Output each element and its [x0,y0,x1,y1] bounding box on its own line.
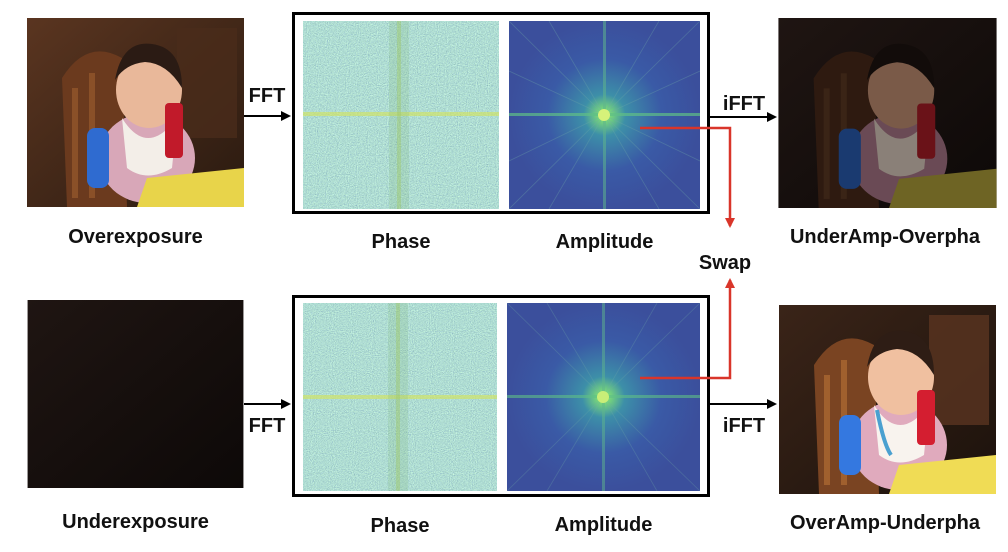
amplitude-panel-row2 [507,303,700,491]
phase-label-row2: Phase [370,515,430,537]
overamp-underpha-photo [778,305,997,494]
output-label-overamp-underpha: OverAmp-Underpha [789,512,981,534]
output-label-underamp-overpha: UnderAmp-Overpha [789,226,981,248]
fft-label-row1: FFT [248,85,286,107]
swap-arrow-up [640,278,735,380]
amplitude-label-row2: Amplitude [554,514,653,536]
fft-label-row2: FFT [248,415,286,437]
overexposure-photo [27,18,244,207]
input-label-underexposure: Underexposure [62,511,209,533]
input-label-overexposure: Overexposure [68,226,203,248]
ifft-label-row1: iFFT [722,93,766,115]
phase-panel-row1 [303,21,499,209]
swap-arrow-down [640,126,735,228]
swap-label: Swap [698,252,752,274]
underamp-overpha-photo [778,18,997,208]
amplitude-label-row1: Amplitude [555,231,654,253]
ifft-label-row2: iFFT [722,415,766,437]
phase-label-row1: Phase [371,231,431,253]
phase-panel-row2 [303,303,497,491]
underexposure-photo: … [27,300,244,488]
amplitude-panel-row1 [509,21,700,209]
